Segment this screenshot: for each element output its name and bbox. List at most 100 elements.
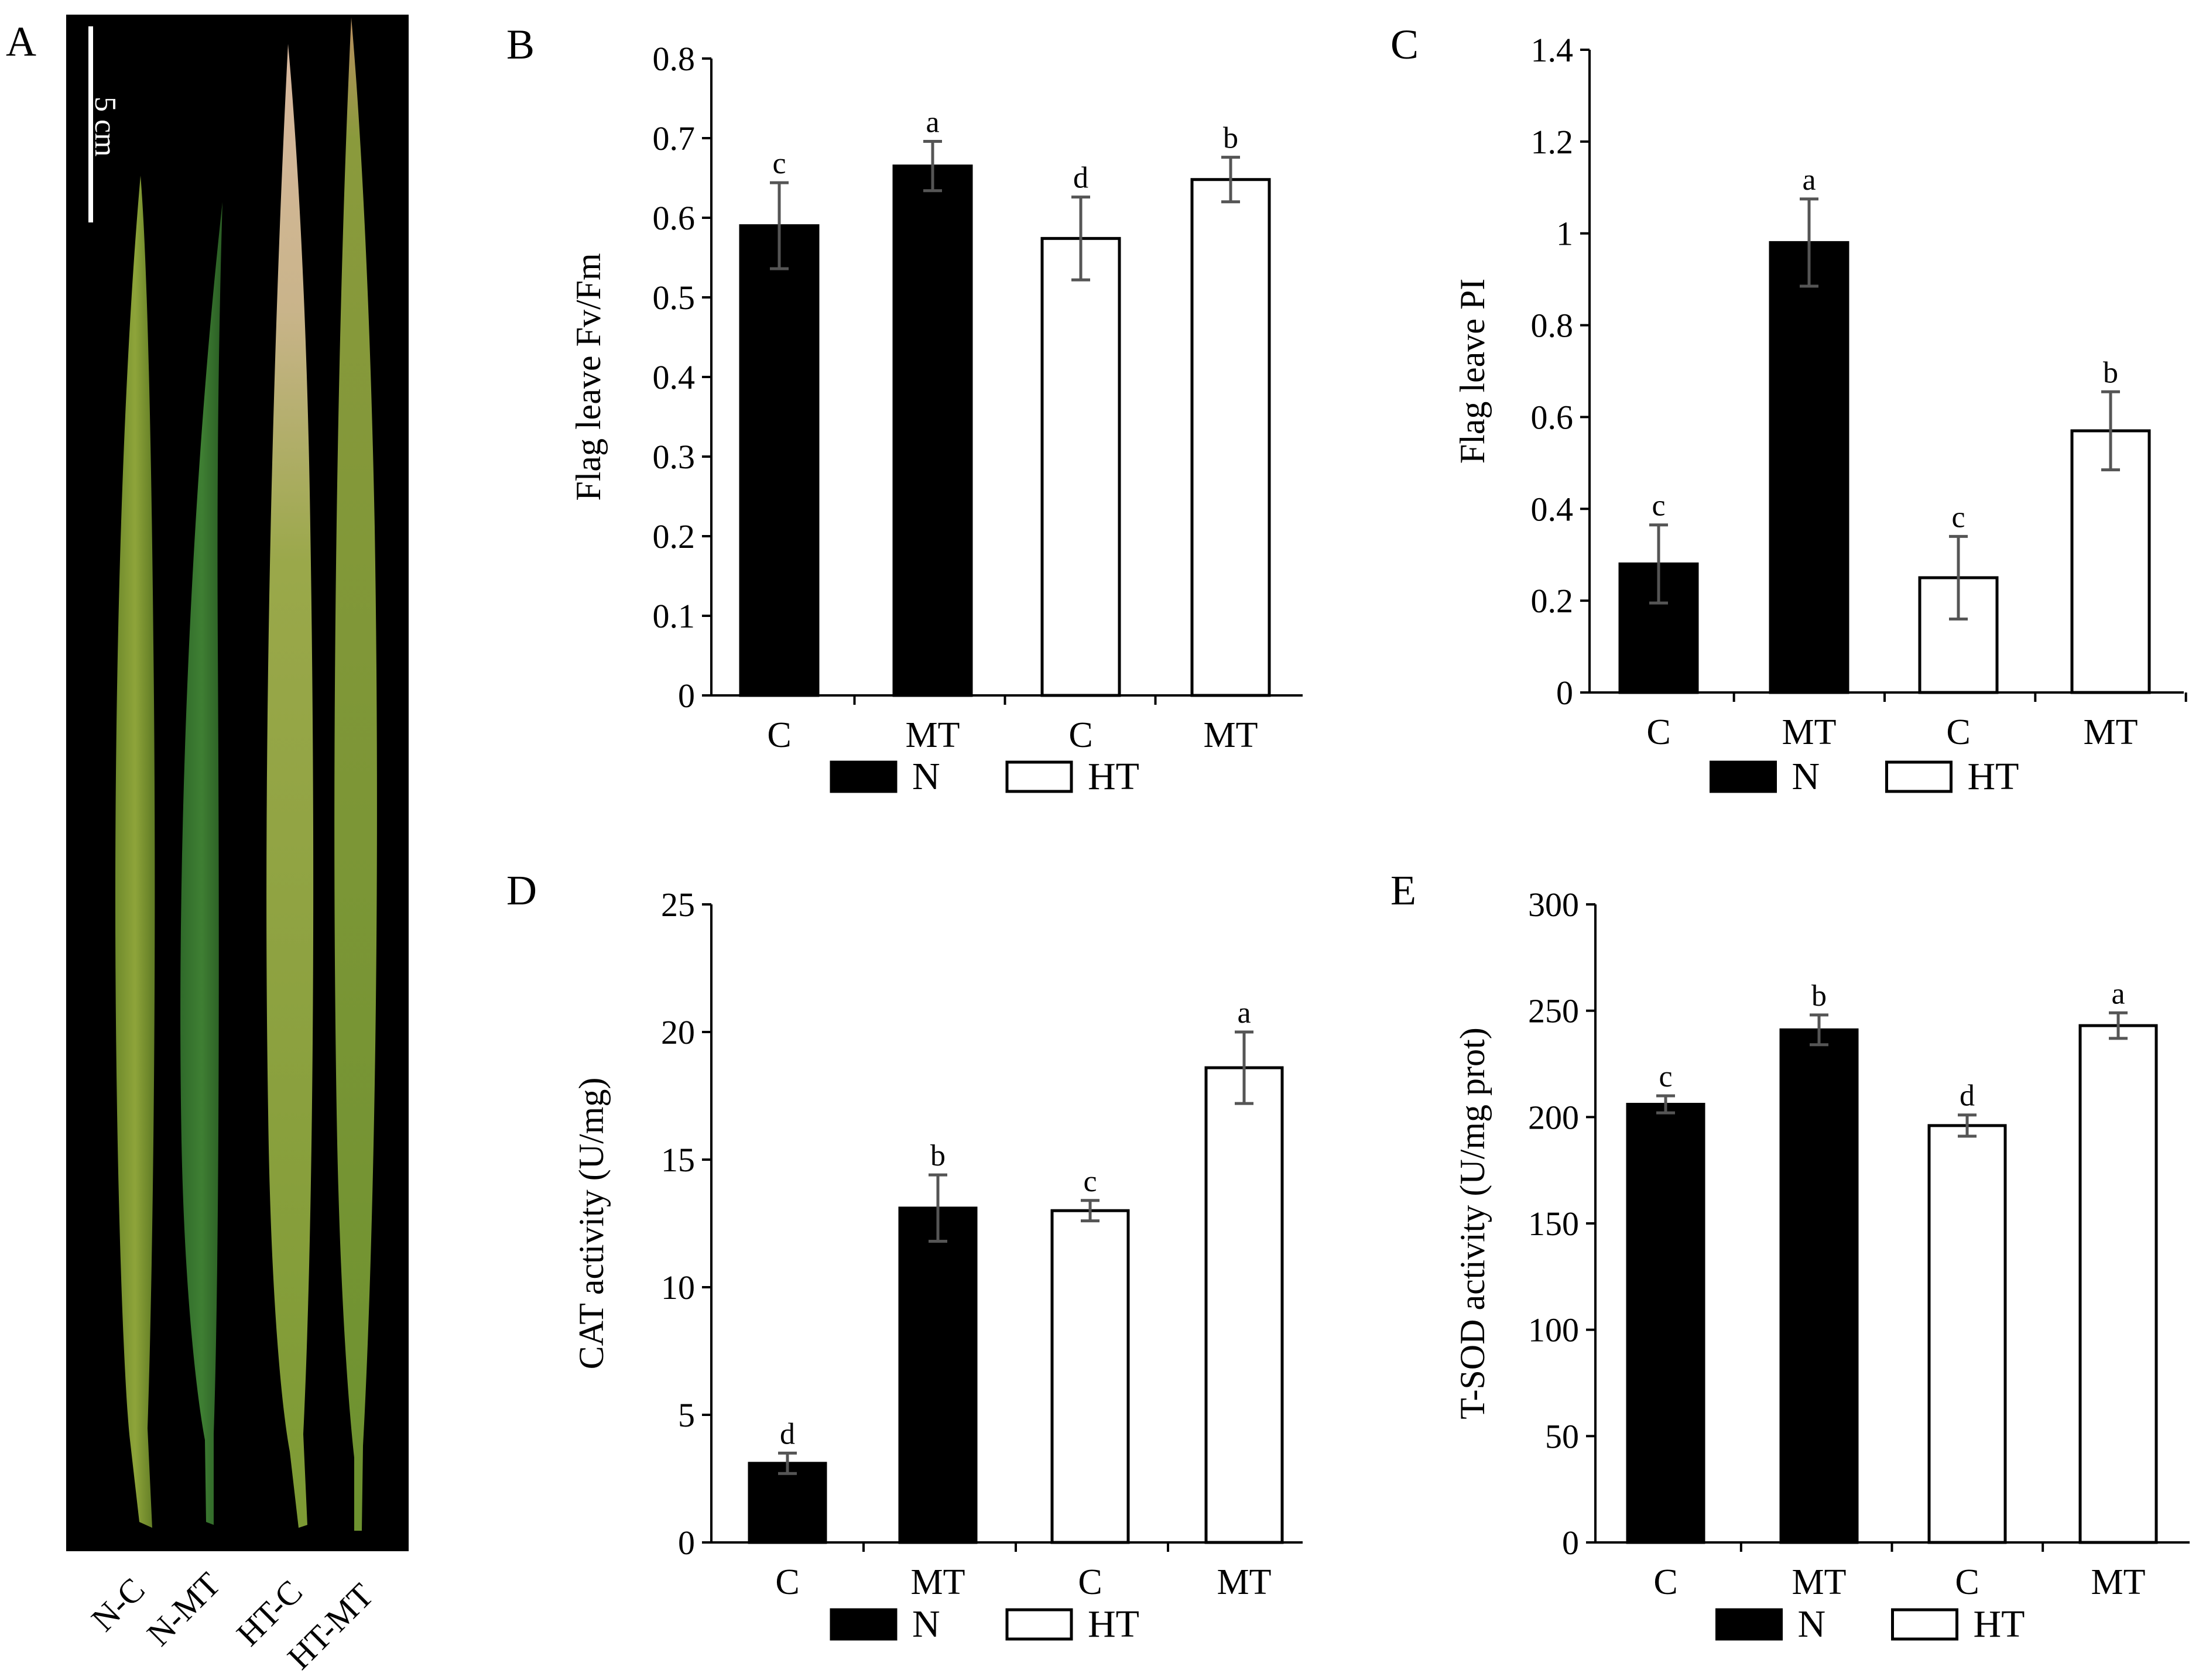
y-tick-label: 0.2 [653,517,696,556]
significance-letter: a [1802,163,1816,197]
category-label: MT [1217,1562,1272,1602]
significance-letter: c [1083,1165,1097,1198]
legend-swatch-ht [1891,1608,1958,1641]
bar-n-c [748,1462,827,1544]
y-tick-label: 0.8 [653,40,696,78]
bar-ht-c [1040,236,1121,697]
y-tick-label: 0 [678,677,695,715]
leaf-ht-mt [334,18,377,1531]
category-label: MT [906,715,960,755]
category-label: MT [1782,712,1837,752]
y-tick-label: 0 [678,1524,695,1562]
scale-bar-label: 5 cm [88,97,122,157]
category-label: C [1068,715,1092,755]
legend: N HT [830,755,1139,798]
significance-letter: b [1223,122,1238,155]
legend-label-ht: HT [1088,1603,1139,1645]
leaf-ht-c [266,44,314,1528]
chart-d: D 0 5 10 15 20 25 CAT activity (U/mg) d Cb MT c Ca MT… [506,867,1303,1645]
y-tick-label: 10 [661,1268,695,1307]
y-tick-label: 100 [1528,1311,1579,1349]
y-tick-label: 0.2 [1531,582,1574,620]
category-label: C [1653,1562,1677,1602]
category-label: MT [2084,712,2138,752]
significance-letter: a [2111,977,2125,1010]
bar-n-mt [1779,1028,1859,1544]
bar-ht-mt [1204,1066,1284,1544]
legend: N HT [830,1603,1139,1645]
y-tick-label: 25 [661,886,695,924]
y-tick-label: 0.8 [1531,307,1574,345]
significance-letter: a [1237,996,1251,1030]
y-tick-label: 1.2 [1531,123,1574,161]
significance-letter: c [1652,489,1665,523]
panel-c-letter: C [1390,21,1419,68]
y-axis-title: Flag leave Fv/Fm [569,253,608,500]
category-label: MT [911,1562,965,1602]
category-label: MT [1204,715,1258,755]
panel-b-letter: B [506,21,535,68]
legend-swatch-n [830,1608,898,1641]
legend: N HT [1710,755,2019,798]
leaf-n-mt [180,202,222,1525]
bar-n-c [739,224,820,697]
bar-n-mt [1769,241,1849,694]
panel-e-letter: E [1390,867,1416,914]
category-label: C [767,715,791,755]
significance-letter: b [930,1139,946,1172]
legend-swatch-n [830,760,898,793]
significance-letter: c [772,147,786,180]
bar-ht-mt [2070,429,2151,694]
category-label: C [1946,712,1970,752]
panel-a-letter: A [6,18,36,65]
category-label: MT [2091,1562,2146,1602]
y-tick-label: 20 [661,1013,695,1051]
bar-n-c [1626,1103,1705,1544]
y-tick-label: 0.7 [653,119,696,157]
y-tick-label: 1 [1556,215,1573,253]
significance-letter: d [780,1417,795,1451]
y-tick-label: 5 [678,1396,695,1434]
y-tick-label: 50 [1545,1417,1579,1455]
leaf-n-c [115,176,155,1528]
y-tick-label: 0.3 [653,438,696,476]
bar-ht-c [1927,1124,2007,1544]
y-tick-label: 1.4 [1531,31,1574,69]
bar-n-mt [898,1206,978,1544]
bar-ht-mt [1190,178,1271,697]
significance-letter: b [1811,979,1827,1013]
y-axis-title: CAT activity (U/mg) [572,1078,611,1370]
y-axis-title: Flag leave PI [1453,279,1492,464]
y-tick-label: 0 [1556,674,1573,712]
category-label: C [1078,1562,1102,1602]
y-tick-label: 15 [661,1141,695,1179]
significance-letter: c [1951,500,1965,534]
y-tick-label: 150 [1528,1205,1579,1243]
bar-n-mt [892,164,973,697]
y-tick-label: 0.1 [653,597,696,635]
legend-swatch-ht [1005,1608,1073,1641]
charts: B 0 0.1 0.2 0.3 0.4 0.5 0.6 0.7 0.8 Flag leave Fv/… [506,21,2190,1645]
legend-label-n: N [1798,1603,1826,1645]
significance-letter: a [926,105,939,139]
y-axis-title: T-SOD activity (U/mg prot) [1453,1027,1492,1419]
legend-label-ht: HT [1968,755,2019,798]
significance-letter: d [1960,1079,1975,1113]
significance-letter: d [1073,162,1088,195]
chart-c: C 0 0.2 0.4 0.6 0.8 1 1.2 1.4 Flag leave PI c Ca MT c… [1390,21,2187,798]
legend-label-ht: HT [1974,1603,2025,1645]
y-tick-label: 0.4 [653,358,696,396]
leaf-label-n-mt: N-MT [139,1565,228,1653]
bar-ht-mt [2078,1024,2158,1544]
y-tick-label: 300 [1528,886,1579,924]
significance-letter: c [1659,1060,1672,1093]
y-tick-label: 0.5 [653,279,696,317]
panel-d-letter: D [506,867,537,914]
chart-b: B 0 0.1 0.2 0.3 0.4 0.5 0.6 0.7 0.8 Flag leave Fv/… [506,21,1303,798]
bar-ht-c [1050,1209,1130,1544]
chart-e: E 0 50 100 150 200 250 300 T-SOD activity (U/mg … [1390,867,2190,1645]
significance-letter: b [2103,356,2118,389]
legend-label-n: N [912,755,940,798]
legend-swatch-ht [1005,760,1073,793]
